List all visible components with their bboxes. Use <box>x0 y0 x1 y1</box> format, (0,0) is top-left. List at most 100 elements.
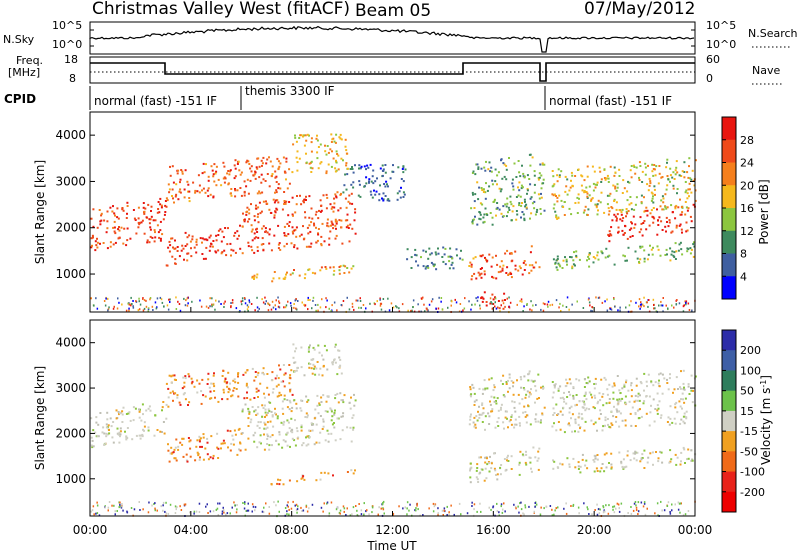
velocity-point <box>503 427 505 430</box>
velocity-point <box>583 394 586 397</box>
velocity-point <box>339 438 342 441</box>
power-point <box>138 308 141 311</box>
velocity-point <box>307 435 310 438</box>
velocity-point <box>534 505 536 508</box>
velocity-point <box>197 453 200 455</box>
velocity-point <box>661 392 664 395</box>
velocity-point <box>177 445 180 448</box>
power-point <box>359 297 361 300</box>
velocity-point <box>226 385 229 388</box>
velocity-point <box>229 430 232 433</box>
power-point <box>164 200 167 202</box>
velocity-point <box>645 395 648 398</box>
velocity-point <box>682 514 685 517</box>
power-point <box>180 249 183 252</box>
power-point <box>213 163 216 166</box>
velocity-point <box>247 502 249 505</box>
power-point <box>227 183 230 186</box>
velocity-point <box>276 395 279 398</box>
power-point <box>577 193 580 196</box>
power-point <box>379 298 381 301</box>
velocity-point <box>268 401 270 404</box>
velocity-point <box>244 403 247 406</box>
power-point <box>239 173 242 176</box>
power-point <box>126 201 129 204</box>
power-point <box>342 300 345 302</box>
power-point <box>258 165 261 168</box>
velocity-point <box>296 511 298 514</box>
power-point <box>252 276 255 279</box>
velocity-point <box>156 509 158 512</box>
velocity-point <box>516 379 518 382</box>
velocity-point <box>476 419 479 422</box>
power-point <box>100 212 103 215</box>
velocity-point <box>348 401 351 404</box>
power-point <box>191 235 194 238</box>
power-point <box>533 191 536 194</box>
power-point <box>450 304 452 307</box>
power-point <box>215 239 218 242</box>
velocity-point <box>475 399 478 402</box>
velocity-point <box>108 429 110 431</box>
power-point <box>673 178 676 180</box>
velocity-point <box>286 510 288 513</box>
power-point <box>588 185 591 188</box>
velocity-point <box>651 451 654 454</box>
power-point <box>482 297 485 300</box>
velocity-point <box>466 512 469 515</box>
power-point <box>529 183 532 186</box>
velocity-point <box>126 427 129 429</box>
power-point <box>591 197 594 200</box>
velocity-point <box>683 388 686 391</box>
velocity-point <box>598 512 601 515</box>
velocity-point <box>639 408 641 411</box>
power-point <box>688 165 690 168</box>
power-point <box>335 222 338 225</box>
power-point <box>315 137 318 140</box>
velocity-point <box>523 513 525 516</box>
power-point <box>246 304 249 307</box>
power-point <box>253 274 256 277</box>
power-point <box>682 305 685 308</box>
power-point <box>660 300 662 303</box>
freq-label-line1: Freq. <box>16 54 43 67</box>
power-point <box>556 255 559 258</box>
velocity-point <box>213 390 216 392</box>
power-point <box>643 196 645 199</box>
power-point <box>558 306 560 309</box>
power-point <box>617 309 619 312</box>
velocity-point <box>202 394 205 397</box>
power-point <box>644 166 647 169</box>
power-point <box>607 181 610 183</box>
velocity-point <box>287 421 290 424</box>
power-point <box>551 303 554 306</box>
power-point <box>174 239 176 242</box>
velocity-point <box>494 469 497 472</box>
power-point <box>207 306 210 309</box>
power-point <box>312 296 315 299</box>
velocity-point <box>354 469 356 472</box>
power-point <box>212 175 215 178</box>
power-point <box>164 204 167 207</box>
power-point <box>368 178 371 181</box>
velocity-point <box>686 458 688 461</box>
velocity-point <box>682 382 685 385</box>
power-point <box>424 267 427 270</box>
velocity-point <box>677 501 680 504</box>
power-point <box>492 303 495 305</box>
velocity-point <box>274 407 276 410</box>
power-point <box>512 205 515 208</box>
power-point <box>651 163 654 166</box>
velocity-point <box>188 375 191 378</box>
velocity-point <box>684 462 686 464</box>
power-point <box>651 192 654 195</box>
velocity-point <box>581 406 584 409</box>
velocity-point <box>675 401 678 404</box>
velocity-point <box>279 479 282 482</box>
power-point <box>560 310 562 312</box>
velocity-point <box>305 504 308 507</box>
power-point <box>385 180 388 183</box>
power-point <box>300 134 303 137</box>
velocity-point <box>365 510 367 513</box>
power-point <box>386 199 389 202</box>
